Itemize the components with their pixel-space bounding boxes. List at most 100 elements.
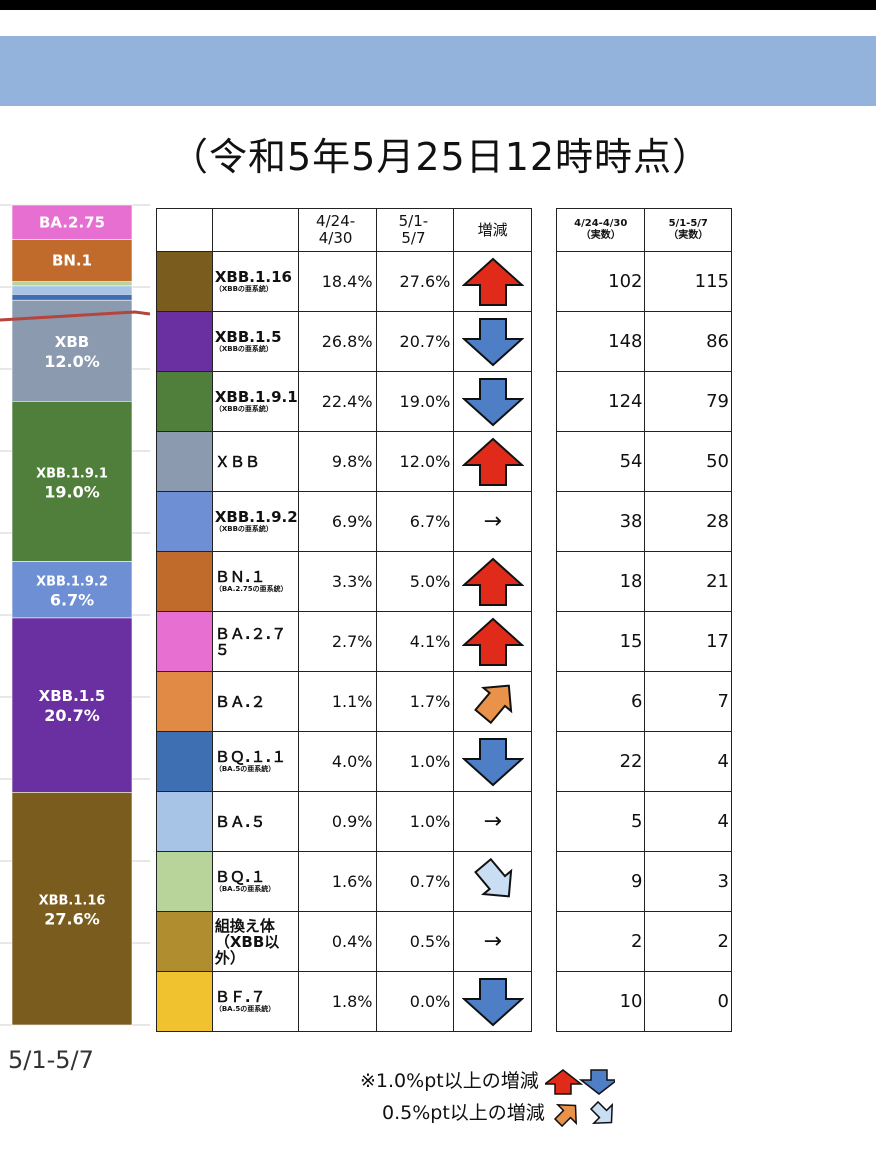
variant-name: ＢＮ.１ （BA.2.75の亜系統） <box>211 551 299 612</box>
down-arrow-icon <box>453 731 532 792</box>
flat-arrow-icon: → <box>453 791 532 852</box>
count-period-1: 15 <box>555 611 646 672</box>
count-period-1: 10 <box>555 971 646 1032</box>
table-row: ＢＡ.２.７５ 2.7% 4.1% <box>156 611 532 672</box>
pct-period-1: 4.0% <box>297 731 377 792</box>
legend-small-arrows-icon <box>553 1100 613 1127</box>
count-period-2: 28 <box>644 491 732 552</box>
segment-value-label: 20.7% <box>44 706 100 725</box>
variant-name: ＢＡ.２ <box>211 671 299 732</box>
counts-row: 15 17 <box>555 611 732 672</box>
count-period-1: 18 <box>555 551 646 612</box>
count-period-1: 9 <box>555 851 646 912</box>
variant-name: XBB.1.9.2 （XBBの亜系統） <box>211 491 299 552</box>
up-small-arrow-icon <box>453 671 532 732</box>
color-swatch <box>156 731 213 792</box>
pct-period-1: 6.9% <box>297 491 377 552</box>
x-axis-label: 5/1-5/7 <box>8 1046 94 1074</box>
pct-period-1: 3.3% <box>297 551 377 612</box>
table-row: ＢＦ.７ （BA.5の亜系統） 1.8% 0.0% <box>156 971 532 1032</box>
trend-line <box>0 310 150 322</box>
pct-period-2: 27.6% <box>375 251 455 312</box>
legend-big-arrows-icon <box>542 1068 619 1095</box>
legend-text-2: 0.5%pt以上の増減 <box>382 1102 545 1124</box>
count-period-1: 2 <box>555 911 646 972</box>
table-row: ＸＢＢ 9.8% 12.0% <box>156 431 532 492</box>
table-row: ＢＱ.１.１ （BA.5の亜系統） 4.0% 1.0% <box>156 731 532 792</box>
pct-period-2: 6.7% <box>375 491 455 552</box>
pct-period-2: 19.0% <box>375 371 455 432</box>
header-name <box>211 208 299 252</box>
pct-period-2: 4.1% <box>375 611 455 672</box>
segment-label: XBB.1.5 <box>39 687 106 705</box>
variant-name: XBB.1.5 （XBBの亜系統） <box>211 311 299 372</box>
count-period-2: 4 <box>644 791 732 852</box>
table-row: XBB.1.16 （XBBの亜系統） 18.4% 27.6% <box>156 251 532 312</box>
table-row: XBB.1.5 （XBBの亜系統） 26.8% 20.7% <box>156 311 532 372</box>
bar-segment-ba-2-75 <box>11 204 133 240</box>
bar-segment-bn-1 <box>11 239 133 282</box>
pct-period-1: 9.8% <box>297 431 377 492</box>
up-arrow-icon <box>453 611 532 672</box>
table-row: 組換え体 （XBB以外） 0.4% 0.5% → <box>156 911 532 972</box>
segment-label: XBB.1.16 <box>39 894 106 909</box>
count-period-2: 21 <box>644 551 732 612</box>
segment-label: XBB.1.9.2 <box>36 575 108 590</box>
bar-segment-xbb-1-9-1 <box>11 401 133 562</box>
down-arrow-icon <box>453 311 532 372</box>
table-row: ＢＱ.１ （BA.5の亜系統） 1.6% 0.7% <box>156 851 532 912</box>
page-subtitle: （令和5年5月25日12時時点） <box>170 135 712 179</box>
count-period-1: 102 <box>555 251 646 312</box>
count-period-1: 22 <box>555 731 646 792</box>
segment-label: BA.2.75 <box>39 213 105 231</box>
count-period-2: 50 <box>644 431 732 492</box>
variant-name: XBB.1.16 （XBBの亜系統） <box>211 251 299 312</box>
up-arrow-icon <box>453 431 532 492</box>
color-swatch <box>156 911 213 972</box>
count-period-2: 79 <box>644 371 732 432</box>
counts-row: 38 28 <box>555 491 732 552</box>
pct-period-2: 20.7% <box>375 311 455 372</box>
pct-period-2: 1.7% <box>375 671 455 732</box>
legend-line-1: ※1.0%pt以上の増減 <box>360 1066 619 1096</box>
pct-period-2: 1.0% <box>375 731 455 792</box>
variant-name: ＢＡ.２.７５ <box>211 611 299 672</box>
variant-name: ＢＱ.１.１ （BA.5の亜系統） <box>211 731 299 792</box>
variant-name: ＢＱ.１ （BA.5の亜系統） <box>211 851 299 912</box>
header-swatch <box>156 208 213 252</box>
flat-arrow-icon: → <box>453 491 532 552</box>
pct-period-1: 0.9% <box>297 791 377 852</box>
segment-label: XBB.1.9.1 <box>36 466 108 481</box>
down-arrow-icon <box>453 371 532 432</box>
legend-text-1: ※1.0%pt以上の増減 <box>360 1070 539 1092</box>
color-swatch <box>156 251 213 312</box>
bar-segment-xbb-1-9-2 <box>11 561 133 619</box>
bar-segment-minor-1 <box>11 281 133 287</box>
table-row: XBB.1.9.2 （XBBの亜系統） 6.9% 6.7% → <box>156 491 532 552</box>
counts-row: 18 21 <box>555 551 732 612</box>
title-banner <box>0 36 876 106</box>
up-arrow-icon <box>453 251 532 312</box>
variant-table: 4/24- 4/30 5/1- 5/7 増減 XBB.1.16 （XBBの亜系統） 18… <box>156 208 532 1032</box>
count-period-2: 7 <box>644 671 732 732</box>
pct-period-1: 1.6% <box>297 851 377 912</box>
color-swatch <box>156 611 213 672</box>
pct-period-2: 5.0% <box>375 551 455 612</box>
pct-period-2: 1.0% <box>375 791 455 852</box>
pct-period-1: 1.8% <box>297 971 377 1032</box>
pct-period-2: 0.7% <box>375 851 455 912</box>
color-swatch <box>156 431 213 492</box>
count-period-1: 6 <box>555 671 646 732</box>
segment-label: XBB <box>55 333 89 351</box>
count-period-2: 115 <box>644 251 732 312</box>
color-swatch <box>156 311 213 372</box>
counts-row: 148 86 <box>555 311 732 372</box>
segment-value-label: 6.7% <box>50 591 94 610</box>
segment-value-label: 27.6% <box>44 910 100 929</box>
pct-period-1: 26.8% <box>297 311 377 372</box>
variant-name: ＸＢＢ <box>211 431 299 492</box>
count-period-1: 38 <box>555 491 646 552</box>
pct-period-1: 0.4% <box>297 911 377 972</box>
color-swatch <box>156 491 213 552</box>
color-swatch <box>156 791 213 852</box>
